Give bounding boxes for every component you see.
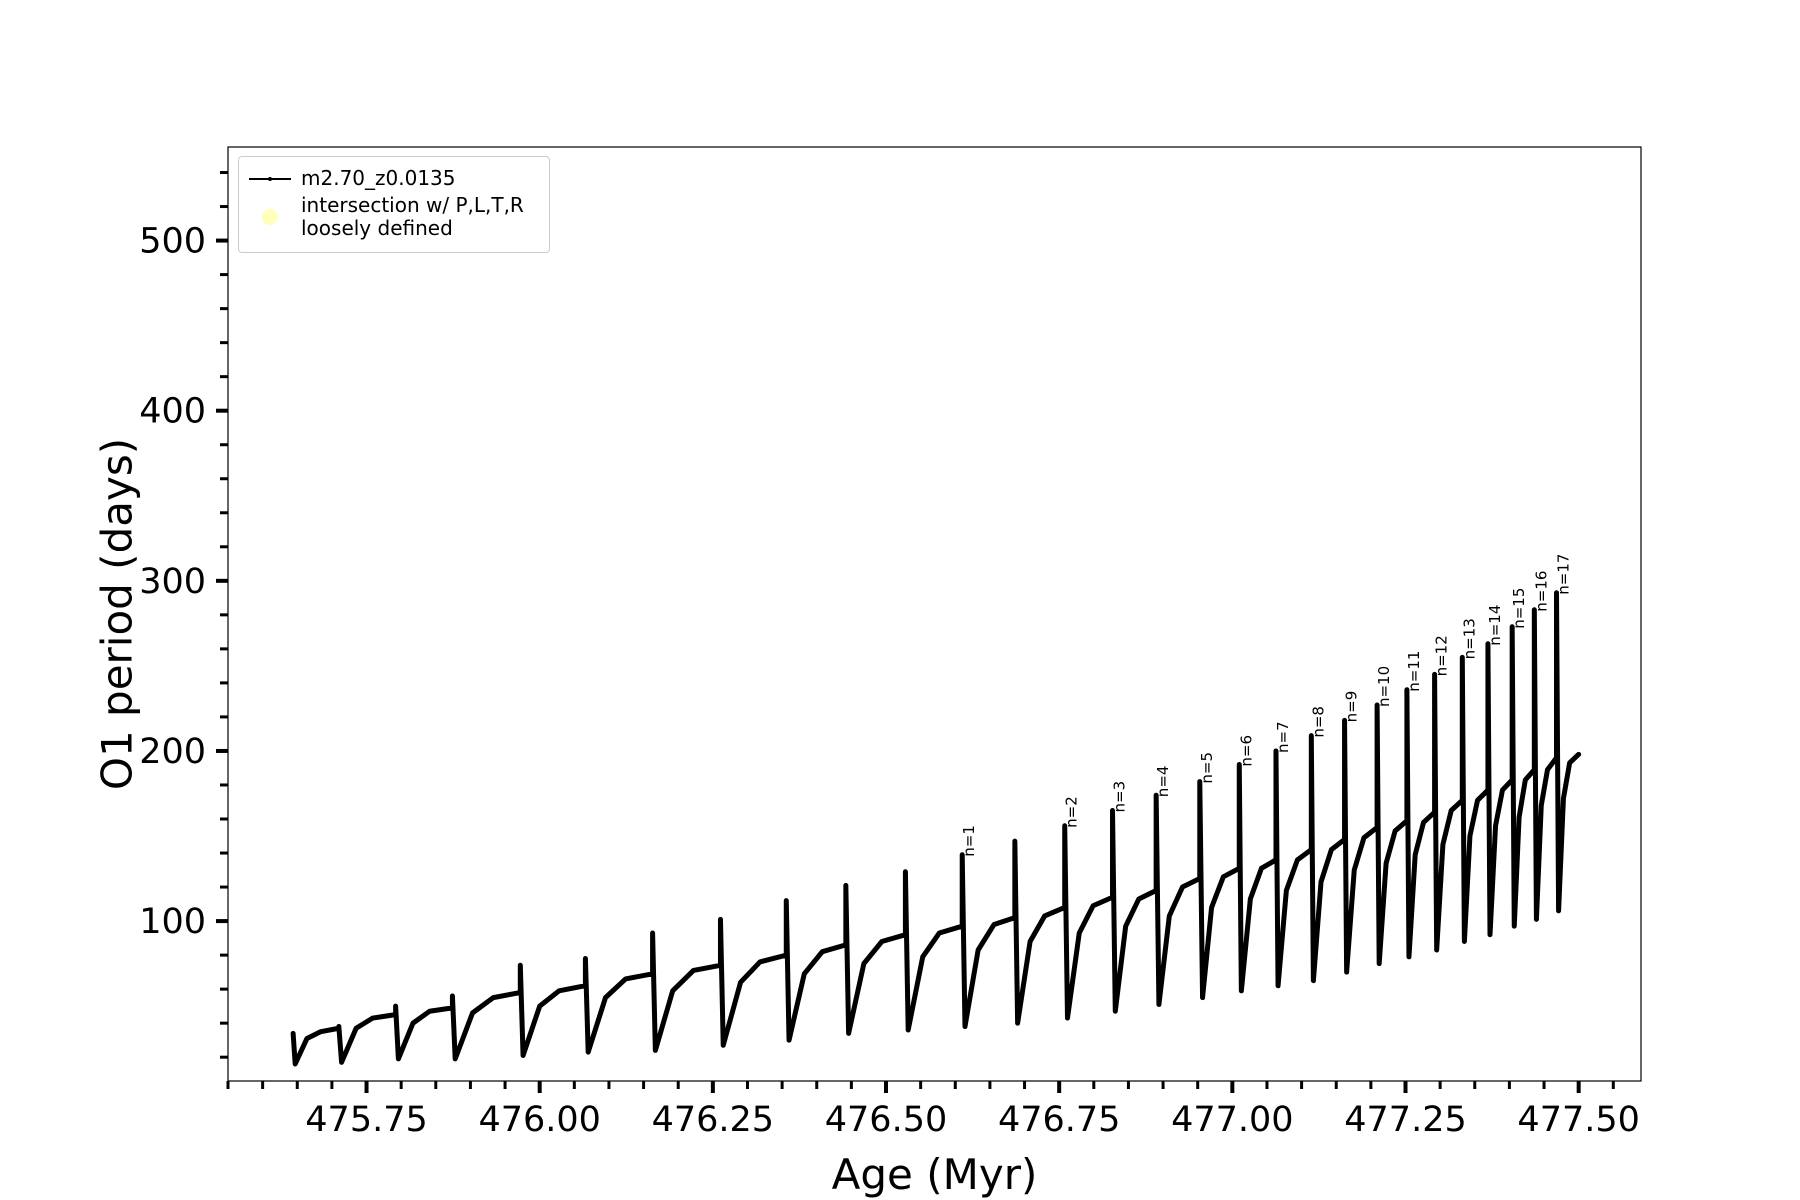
y-tick-label: 200 [139, 732, 206, 772]
y-tick-label: 500 [139, 222, 206, 262]
legend-key [239, 169, 301, 189]
annotation: n=3 [1111, 781, 1129, 813]
annotation: n=12 [1433, 635, 1451, 676]
y-axis-label: O1 period (days) [93, 438, 142, 790]
x-tick-label: 476.00 [478, 1100, 600, 1140]
x-tick-label: 476.75 [998, 1100, 1120, 1140]
legend-entry: intersection w/ P,L,T,R loosely defined [239, 194, 549, 240]
x-axis-label: Age (Myr) [832, 1150, 1038, 1199]
legend: m2.70_z0.0135 intersection w/ P,L,T,R loo… [238, 156, 550, 253]
annotation: n=15 [1510, 588, 1528, 629]
x-tick-label: 476.25 [652, 1100, 774, 1140]
annotation: n=6 [1237, 735, 1255, 767]
annotation: n=5 [1198, 752, 1216, 784]
legend-label: intersection w/ P,L,T,R loosely defined [301, 193, 524, 240]
x-tick-label: 477.50 [1517, 1100, 1639, 1140]
x-tick-label: 477.25 [1344, 1100, 1466, 1140]
legend-symbol [249, 176, 291, 181]
annotation: n=14 [1486, 605, 1504, 646]
annotation: n=4 [1154, 766, 1172, 798]
annotation: n=13 [1460, 618, 1478, 659]
x-tick-label: 475.75 [305, 1100, 427, 1140]
annotation: n=10 [1375, 666, 1393, 707]
annotation: n=9 [1343, 691, 1361, 723]
annotation: n=7 [1274, 721, 1292, 753]
annotation: n=1 [960, 825, 978, 857]
legend-symbol [262, 209, 278, 225]
legend-label: m2.70_z0.0135 [301, 166, 456, 190]
y-tick-label: 400 [139, 392, 206, 432]
annotation: n=8 [1309, 706, 1327, 738]
data-line [290, 590, 1582, 1067]
x-tick-label: 477.00 [1171, 1100, 1293, 1140]
annotation: n=2 [1063, 796, 1081, 828]
annotation: n=11 [1405, 651, 1423, 692]
annotation: n=17 [1554, 554, 1572, 595]
annotation: n=16 [1532, 571, 1550, 612]
y-tick-label: 300 [139, 562, 206, 602]
legend-marker [268, 176, 272, 181]
legend-entry: m2.70_z0.0135 [239, 167, 549, 190]
legend-key [239, 207, 301, 227]
x-tick-label: 476.50 [825, 1100, 947, 1140]
legend-marker [262, 209, 278, 225]
y-tick-label: 100 [139, 902, 206, 942]
